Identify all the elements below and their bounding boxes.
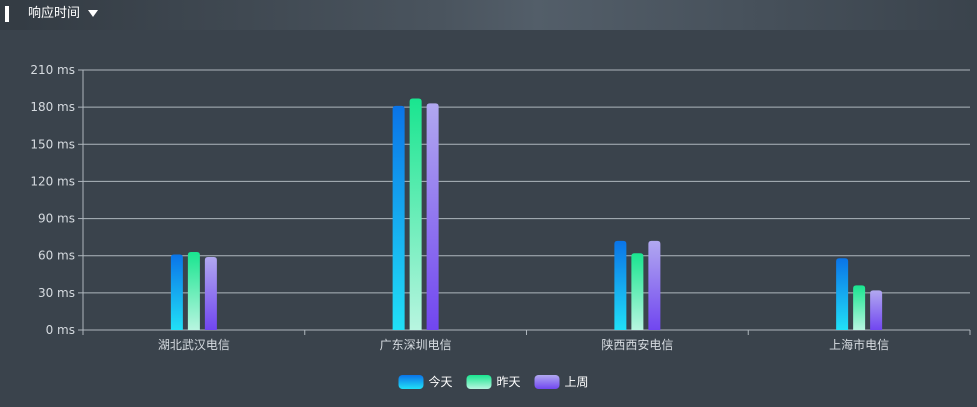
y-tick-label: 0 ms xyxy=(46,323,75,337)
bar-last-week[interactable] xyxy=(648,240,661,330)
y-tick-label: 60 ms xyxy=(38,249,75,263)
y-tick-label: 90 ms xyxy=(38,212,75,226)
bar-yesterday[interactable] xyxy=(853,285,866,330)
bar-last-week[interactable] xyxy=(204,256,217,330)
legend-swatch[interactable] xyxy=(534,375,560,389)
bar-yesterday[interactable] xyxy=(409,98,422,330)
panel-header: 响应时间 xyxy=(0,0,977,30)
bar-today[interactable] xyxy=(170,254,183,330)
legend-swatch[interactable] xyxy=(398,375,424,389)
legend-label[interactable]: 上周 xyxy=(565,375,589,389)
bar-yesterday[interactable] xyxy=(631,253,644,330)
bar-today[interactable] xyxy=(836,258,849,330)
legend-label[interactable]: 今天 xyxy=(429,374,453,389)
legend-item[interactable]: 今天 xyxy=(398,374,453,389)
legend-swatch[interactable] xyxy=(466,375,492,389)
x-tick-label: 广东深圳电信 xyxy=(380,338,452,352)
bar-chart: 0 ms 30 ms 60 ms 90 ms 120 ms 150 ms 180 ms 210… xyxy=(30,63,971,389)
x-tick-label: 湖北武汉电信 xyxy=(158,337,230,352)
legend-item[interactable]: 上周 xyxy=(534,375,589,389)
bar-today[interactable] xyxy=(614,240,627,330)
header-accent-bar xyxy=(5,6,9,22)
bar-last-week[interactable] xyxy=(426,103,439,330)
legend-label[interactable]: 昨天 xyxy=(497,375,521,389)
panel-title: 响应时间 xyxy=(28,6,81,21)
x-tick-label: 上海市电信 xyxy=(829,337,889,352)
chart-area: 0 ms 30 ms 60 ms 90 ms 120 ms 150 ms 180 ms 210… xyxy=(0,30,977,403)
y-tick-label: 180 ms xyxy=(30,100,75,114)
y-tick-label: 30 ms xyxy=(38,286,75,300)
y-tick-label: 210 ms xyxy=(30,63,75,77)
bar-today[interactable] xyxy=(392,105,405,331)
bar-last-week[interactable] xyxy=(870,290,883,330)
bar-yesterday[interactable] xyxy=(187,252,200,330)
y-tick-label: 150 ms xyxy=(30,137,75,151)
y-tick-label: 120 ms xyxy=(30,174,75,188)
caret-down-icon[interactable] xyxy=(88,10,98,17)
x-tick-label: 陕西西安电信 xyxy=(601,337,673,352)
legend-item[interactable]: 昨天 xyxy=(466,375,521,389)
